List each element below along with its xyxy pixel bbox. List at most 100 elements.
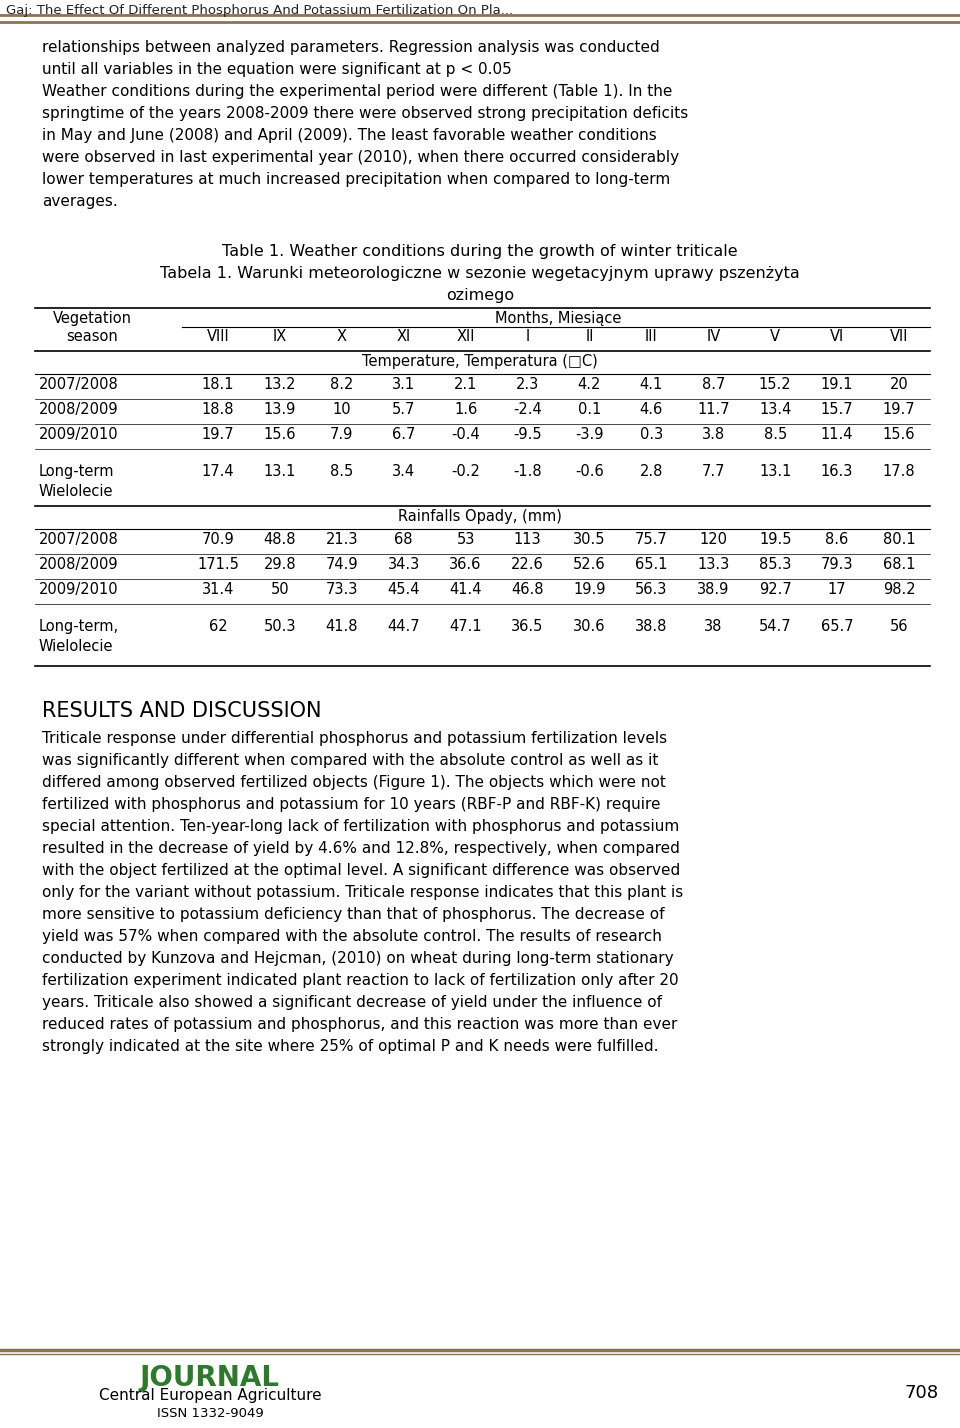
Text: RESULTS AND DISCUSSION: RESULTS AND DISCUSSION bbox=[42, 701, 322, 721]
Text: VIII: VIII bbox=[206, 328, 229, 344]
Text: springtime of the years 2008-2009 there were observed strong precipitation defic: springtime of the years 2008-2009 there … bbox=[42, 106, 688, 121]
Text: 18.1: 18.1 bbox=[202, 377, 234, 393]
Text: 41.4: 41.4 bbox=[449, 583, 482, 597]
Text: with the object fertilized at the optimal level. A significant difference was ob: with the object fertilized at the optima… bbox=[42, 863, 681, 878]
Text: 68: 68 bbox=[395, 533, 413, 547]
Text: 79.3: 79.3 bbox=[821, 557, 853, 573]
Text: 4.6: 4.6 bbox=[639, 403, 663, 417]
Text: 4.2: 4.2 bbox=[578, 377, 601, 393]
Text: fertilization experiment indicated plant reaction to lack of fertilization only : fertilization experiment indicated plant… bbox=[42, 972, 679, 988]
Text: differed among observed fertilized objects (Figure 1). The objects which were no: differed among observed fertilized objec… bbox=[42, 775, 666, 790]
Text: 45.4: 45.4 bbox=[388, 583, 420, 597]
Text: 30.5: 30.5 bbox=[573, 533, 606, 547]
Text: IV: IV bbox=[707, 328, 720, 344]
Text: 7.7: 7.7 bbox=[702, 464, 725, 478]
Text: 17.8: 17.8 bbox=[883, 464, 915, 478]
Text: 13.1: 13.1 bbox=[264, 464, 296, 478]
Text: ISSN 1332-9049: ISSN 1332-9049 bbox=[156, 1407, 263, 1419]
Text: 19.7: 19.7 bbox=[883, 403, 915, 417]
Text: 34.3: 34.3 bbox=[388, 557, 420, 573]
Text: 3.4: 3.4 bbox=[392, 464, 416, 478]
Text: 50: 50 bbox=[271, 583, 289, 597]
Text: Triticale response under differential phosphorus and potassium fertilization lev: Triticale response under differential ph… bbox=[42, 731, 667, 745]
Text: conducted by Kunzova and Hejcman, (2010) on wheat during long-term stationary: conducted by Kunzova and Hejcman, (2010)… bbox=[42, 951, 674, 965]
Text: 15.7: 15.7 bbox=[821, 403, 853, 417]
Text: Rainfalls Opady, (mm): Rainfalls Opady, (mm) bbox=[398, 508, 562, 524]
Text: 0.1: 0.1 bbox=[578, 403, 601, 417]
Text: 92.7: 92.7 bbox=[758, 583, 792, 597]
Text: 171.5: 171.5 bbox=[197, 557, 239, 573]
Text: 13.4: 13.4 bbox=[759, 403, 791, 417]
Text: -0.4: -0.4 bbox=[451, 427, 480, 443]
Text: yield was 57% when compared with the absolute control. The results of research: yield was 57% when compared with the abs… bbox=[42, 930, 661, 944]
Text: 29.8: 29.8 bbox=[264, 557, 297, 573]
Text: 17: 17 bbox=[828, 583, 847, 597]
Text: Gaj: The Effect Of Different Phosphorus And Potassium Fertilization On Pla...: Gaj: The Effect Of Different Phosphorus … bbox=[6, 4, 514, 17]
Text: only for the variant without potassium. Triticale response indicates that this p: only for the variant without potassium. … bbox=[42, 885, 684, 900]
Text: -9.5: -9.5 bbox=[514, 427, 541, 443]
Text: 13.3: 13.3 bbox=[697, 557, 730, 573]
Text: 47.1: 47.1 bbox=[449, 618, 482, 634]
Text: 2.1: 2.1 bbox=[454, 377, 477, 393]
Text: 75.7: 75.7 bbox=[635, 533, 668, 547]
Text: was significantly different when compared with the absolute control as well as i: was significantly different when compare… bbox=[42, 753, 659, 768]
Text: II: II bbox=[586, 328, 593, 344]
Text: 46.8: 46.8 bbox=[512, 583, 543, 597]
Text: 38.8: 38.8 bbox=[636, 618, 667, 634]
Text: 8.2: 8.2 bbox=[330, 377, 353, 393]
Text: 85.3: 85.3 bbox=[759, 557, 791, 573]
Text: 68.1: 68.1 bbox=[883, 557, 915, 573]
Text: relationships between analyzed parameters. Regression analysis was conducted: relationships between analyzed parameter… bbox=[42, 40, 660, 56]
Text: 15.2: 15.2 bbox=[759, 377, 792, 393]
Text: -3.9: -3.9 bbox=[575, 427, 604, 443]
Text: 65.1: 65.1 bbox=[636, 557, 667, 573]
Text: 56.3: 56.3 bbox=[636, 583, 667, 597]
Text: 6.7: 6.7 bbox=[392, 427, 416, 443]
Text: 36.6: 36.6 bbox=[449, 557, 482, 573]
Text: IX: IX bbox=[273, 328, 287, 344]
Text: 2009/2010: 2009/2010 bbox=[39, 427, 119, 443]
Text: Weather conditions during the experimental period were different (Table 1). In t: Weather conditions during the experiment… bbox=[42, 84, 672, 99]
Text: 11.4: 11.4 bbox=[821, 427, 853, 443]
Text: 19.7: 19.7 bbox=[202, 427, 234, 443]
Text: 19.9: 19.9 bbox=[573, 583, 606, 597]
Text: 65.7: 65.7 bbox=[821, 618, 853, 634]
Text: Wielolecie: Wielolecie bbox=[39, 484, 113, 498]
Text: until all variables in the equation were significant at p < 0.05: until all variables in the equation were… bbox=[42, 61, 512, 77]
Text: special attention. Ten-year-long lack of fertilization with phosphorus and potas: special attention. Ten-year-long lack of… bbox=[42, 820, 680, 834]
Text: III: III bbox=[645, 328, 658, 344]
Text: more sensitive to potassium deficiency than that of phosphorus. The decrease of: more sensitive to potassium deficiency t… bbox=[42, 907, 664, 922]
Text: 52.6: 52.6 bbox=[573, 557, 606, 573]
Text: 2007/2008: 2007/2008 bbox=[39, 533, 119, 547]
Text: 10: 10 bbox=[332, 403, 351, 417]
Text: 44.7: 44.7 bbox=[388, 618, 420, 634]
Text: 2007/2008: 2007/2008 bbox=[39, 377, 119, 393]
Text: 50.3: 50.3 bbox=[264, 618, 296, 634]
Text: 48.8: 48.8 bbox=[264, 533, 296, 547]
Text: 11.7: 11.7 bbox=[697, 403, 730, 417]
Text: 30.6: 30.6 bbox=[573, 618, 606, 634]
Text: 36.5: 36.5 bbox=[512, 618, 543, 634]
Text: strongly indicated at the site where 25% of optimal P and K needs were fulfilled: strongly indicated at the site where 25%… bbox=[42, 1040, 659, 1054]
Text: -0.6: -0.6 bbox=[575, 464, 604, 478]
Text: 8.7: 8.7 bbox=[702, 377, 725, 393]
Text: 8.6: 8.6 bbox=[826, 533, 849, 547]
Text: reduced rates of potassium and phosphorus, and this reaction was more than ever: reduced rates of potassium and phosphoru… bbox=[42, 1017, 678, 1032]
Text: 0.3: 0.3 bbox=[639, 427, 663, 443]
Text: Vegetation: Vegetation bbox=[53, 311, 132, 326]
Text: XI: XI bbox=[396, 328, 411, 344]
Text: 708: 708 bbox=[905, 1384, 939, 1402]
Text: 19.1: 19.1 bbox=[821, 377, 853, 393]
Text: VI: VI bbox=[830, 328, 844, 344]
Text: 13.2: 13.2 bbox=[264, 377, 296, 393]
Text: 41.8: 41.8 bbox=[325, 618, 358, 634]
Text: I: I bbox=[525, 328, 530, 344]
Text: 80.1: 80.1 bbox=[883, 533, 915, 547]
Text: Central European Agriculture: Central European Agriculture bbox=[99, 1388, 322, 1402]
Text: -2.4: -2.4 bbox=[514, 403, 541, 417]
Text: 2008/2009: 2008/2009 bbox=[39, 557, 119, 573]
Text: 73.3: 73.3 bbox=[325, 583, 358, 597]
Text: Long-term: Long-term bbox=[39, 464, 114, 478]
Text: 8.5: 8.5 bbox=[330, 464, 353, 478]
Text: 53: 53 bbox=[456, 533, 475, 547]
